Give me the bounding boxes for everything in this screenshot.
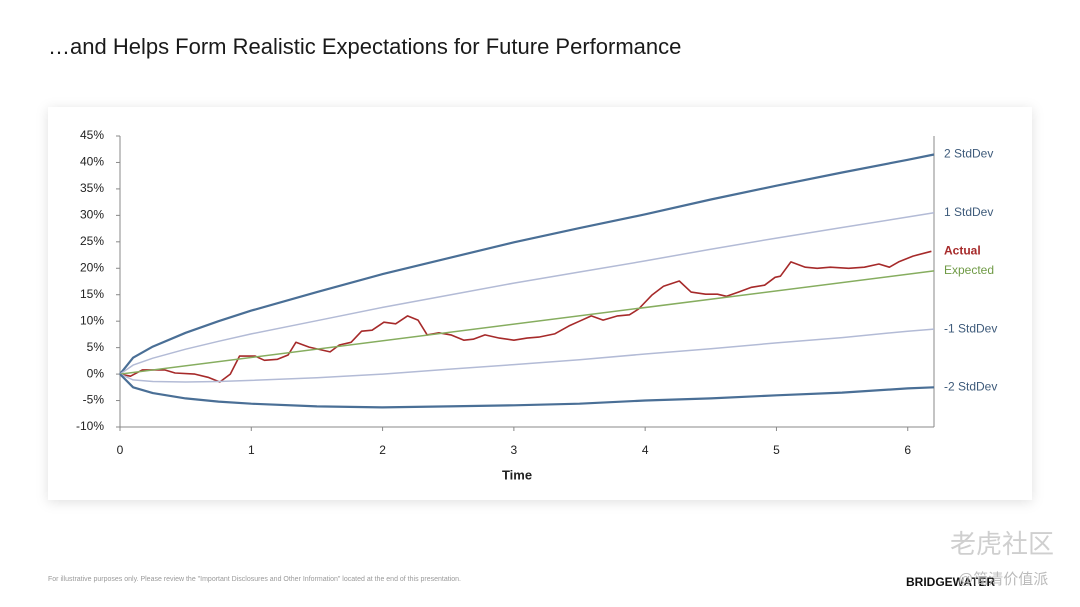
slide-title: …and Helps Form Realistic Expectations f… [48, 34, 681, 59]
series-line [119, 328, 935, 383]
y-tick-label: 45% [80, 128, 104, 142]
series-line [119, 153, 935, 375]
series-label: -1 StdDev [944, 321, 997, 335]
x-tick-label: 3 [511, 443, 518, 457]
x-tick-label: 6 [904, 443, 911, 457]
y-tick-label: 30% [80, 208, 104, 222]
series-line [119, 250, 932, 383]
y-tick-label: 15% [80, 287, 104, 301]
series-line [119, 373, 935, 409]
series-label: 1 StdDev [944, 205, 993, 219]
x-axis-label: Time [502, 467, 532, 482]
y-tick-label: 20% [80, 260, 104, 274]
y-tick-label: 40% [80, 155, 104, 169]
y-tick-label: 5% [87, 340, 105, 354]
y-tick-label: 35% [80, 181, 104, 195]
y-tick-label: -5% [83, 393, 105, 407]
x-tick-label: 4 [642, 443, 649, 457]
series-label: -2 StdDev [944, 379, 997, 393]
footnote: For illustrative purposes only. Please r… [48, 576, 461, 583]
x-tick-label: 5 [773, 443, 780, 457]
x-tick-label: 0 [117, 443, 124, 457]
x-tick-label: 2 [379, 443, 386, 457]
x-tick-label: 1 [248, 443, 255, 457]
logo: BRIDGEWATER [906, 575, 995, 589]
series-label: Actual [944, 244, 981, 258]
y-tick-label: -10% [76, 419, 104, 433]
y-tick-label: 10% [80, 313, 104, 327]
y-tick-label: 25% [80, 234, 104, 248]
chart-card [48, 107, 1032, 500]
watermark: 老虎社区 [950, 529, 1054, 559]
series-label: Expected [944, 263, 994, 277]
series-label: 2 StdDev [944, 147, 993, 161]
series-line [119, 211, 935, 375]
series-line [119, 270, 935, 375]
watermark: @简清价值派 [958, 571, 1048, 588]
y-tick-label: 0% [87, 366, 105, 380]
chart: -10% -5% 0% 5% 10% 15% 20% 25% 30% 35% 40% 45% 0 1 2 3 4… [76, 128, 997, 482]
